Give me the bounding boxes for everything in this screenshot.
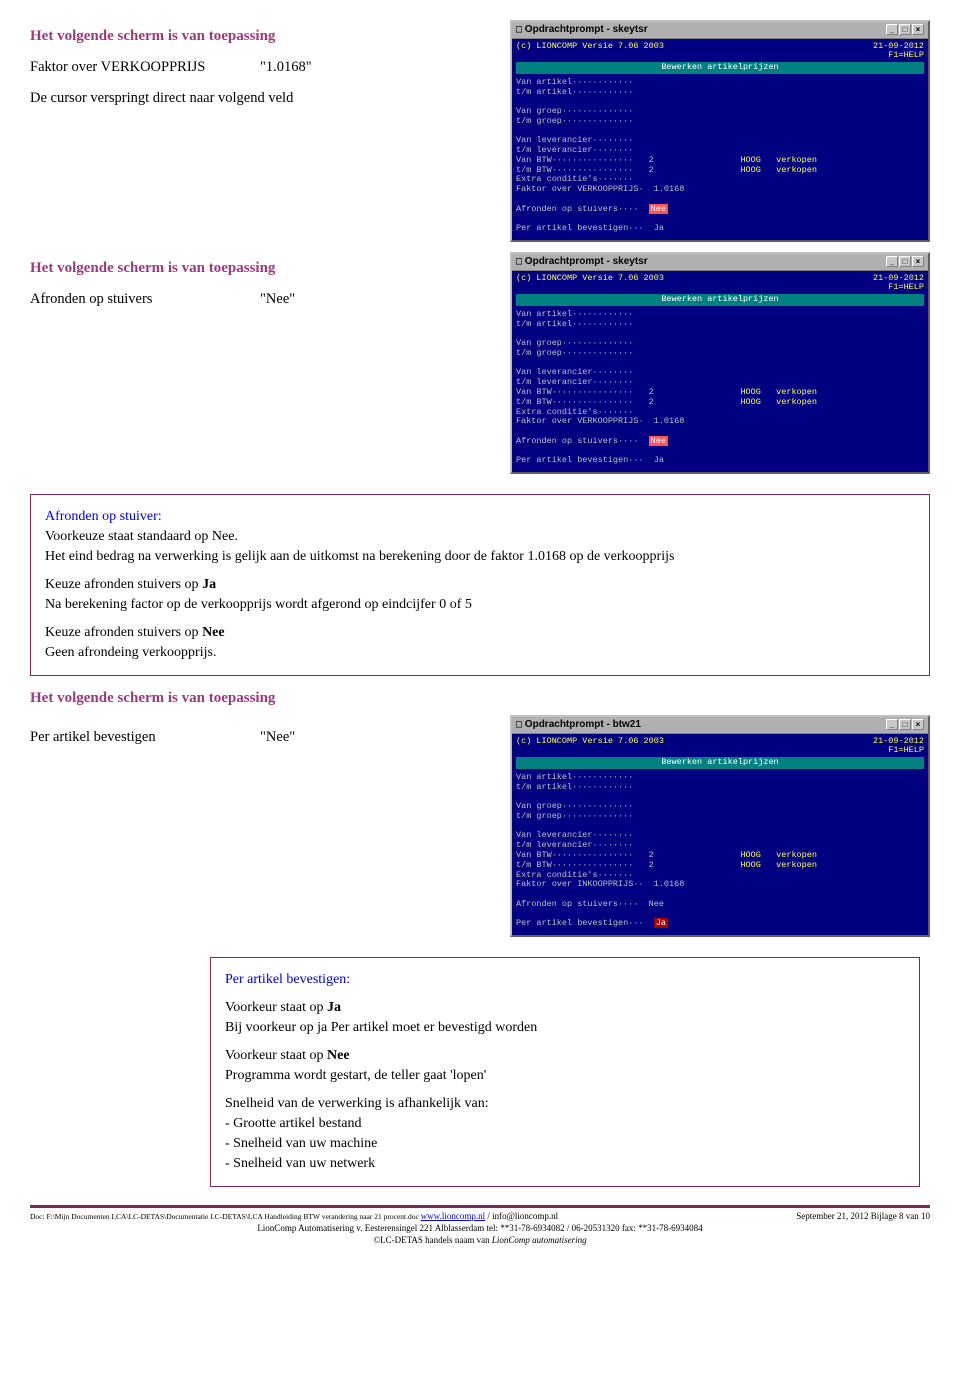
dos-window-1: □ Opdrachtprompt - skeytsr_□×(c) LIONCOM… xyxy=(510,20,930,242)
box2-l7: - Grootte artikel bestand xyxy=(225,1116,905,1132)
box2-l4a: Voorkeur staat op xyxy=(225,1048,327,1063)
box1-l6: Keuze afronden stuivers op Nee xyxy=(45,625,915,641)
section1-value: "1.0168" xyxy=(260,59,312,76)
page-footer: Doc: F:\Mijn Documenten LCA\LC-DETAS\Doc… xyxy=(30,1210,930,1246)
footer-rule xyxy=(30,1205,930,1208)
box1-l4a: Keuze afronden stuivers op xyxy=(45,577,202,592)
infobox-bevestigen: Per artikel bevestigen: Voorkeur staat o… xyxy=(210,957,920,1187)
box2-title: Per artikel bevestigen: xyxy=(225,972,905,988)
section2-label: Afronden op stuivers xyxy=(30,291,260,308)
box2-l4b: Nee xyxy=(327,1048,350,1063)
box1-title: Afronden op stuiver: xyxy=(45,509,915,525)
box1-l4: Keuze afronden stuivers op Ja xyxy=(45,577,915,593)
dos-window-2: □ Opdrachtprompt - skeytsr_□×(c) LIONCOM… xyxy=(510,252,930,474)
infobox-afronden: Afronden op stuiver: Voorkeuze staat sta… xyxy=(30,494,930,676)
footer-email: / info@lioncomp.nl xyxy=(487,1211,558,1221)
box1-l5: Na berekening factor op de verkoopprijs … xyxy=(45,597,915,613)
box1-l6a: Keuze afronden stuivers op xyxy=(45,625,202,640)
section1-body: De cursor verspringt direct naar volgend… xyxy=(30,90,488,107)
section1-heading: Het volgende scherm is van toepassing xyxy=(30,28,488,45)
section1-label: Faktor over VERKOOPPRIJS xyxy=(30,59,260,76)
box2-l8: - Snelheid van uw machine xyxy=(225,1136,905,1152)
footer-line3a: ©LC-DETAS handels naam van xyxy=(373,1235,492,1245)
box2-l2: Voorkeur staat op Ja xyxy=(225,1000,905,1016)
box2-l2b: Ja xyxy=(327,1000,341,1015)
box2-l4: Voorkeur staat op Nee xyxy=(225,1048,905,1064)
footer-docpath: Doc: F:\Mijn Documenten LCA\LC-DETAS\Doc… xyxy=(30,1212,421,1221)
footer-line2: LionComp Automatisering v. Eesterensinge… xyxy=(30,1222,930,1234)
box1-l2: Voorkeuze staat standaard op Nee. xyxy=(45,529,915,545)
box2-l3: Bij voorkeur op ja Per artikel moet er b… xyxy=(225,1020,905,1036)
box1-l3: Het eind bedrag na verwerking is gelijk … xyxy=(45,549,915,565)
section3-heading: Het volgende scherm is van toepassing xyxy=(30,690,930,707)
section2-heading: Het volgende scherm is van toepassing xyxy=(30,260,488,277)
section3-value: "Nee" xyxy=(260,729,295,746)
box2-l6: Snelheid van de verwerking is afhankelij… xyxy=(225,1096,905,1112)
section3-label: Per artikel bevestigen xyxy=(30,729,260,746)
footer-line3b: LionComp automatisering xyxy=(492,1235,587,1245)
footer-right: September 21, 2012 Bijlage 8 van 10 xyxy=(796,1210,930,1222)
section2-value: "Nee" xyxy=(260,291,295,308)
box2-l9: - Snelheid van uw netwerk xyxy=(225,1156,905,1172)
box1-l4b: Ja xyxy=(202,577,216,592)
box2-l5: Programma wordt gestart, de teller gaat … xyxy=(225,1068,905,1084)
footer-url[interactable]: www.lioncomp.nl xyxy=(421,1211,485,1221)
dos-window-3: □ Opdrachtprompt - btw21_□×(c) LIONCOMP … xyxy=(510,715,930,937)
box1-l6b: Nee xyxy=(202,625,225,640)
box2-l2a: Voorkeur staat op xyxy=(225,1000,327,1015)
box1-l7: Geen afrondeing verkoopprijs. xyxy=(45,645,915,661)
